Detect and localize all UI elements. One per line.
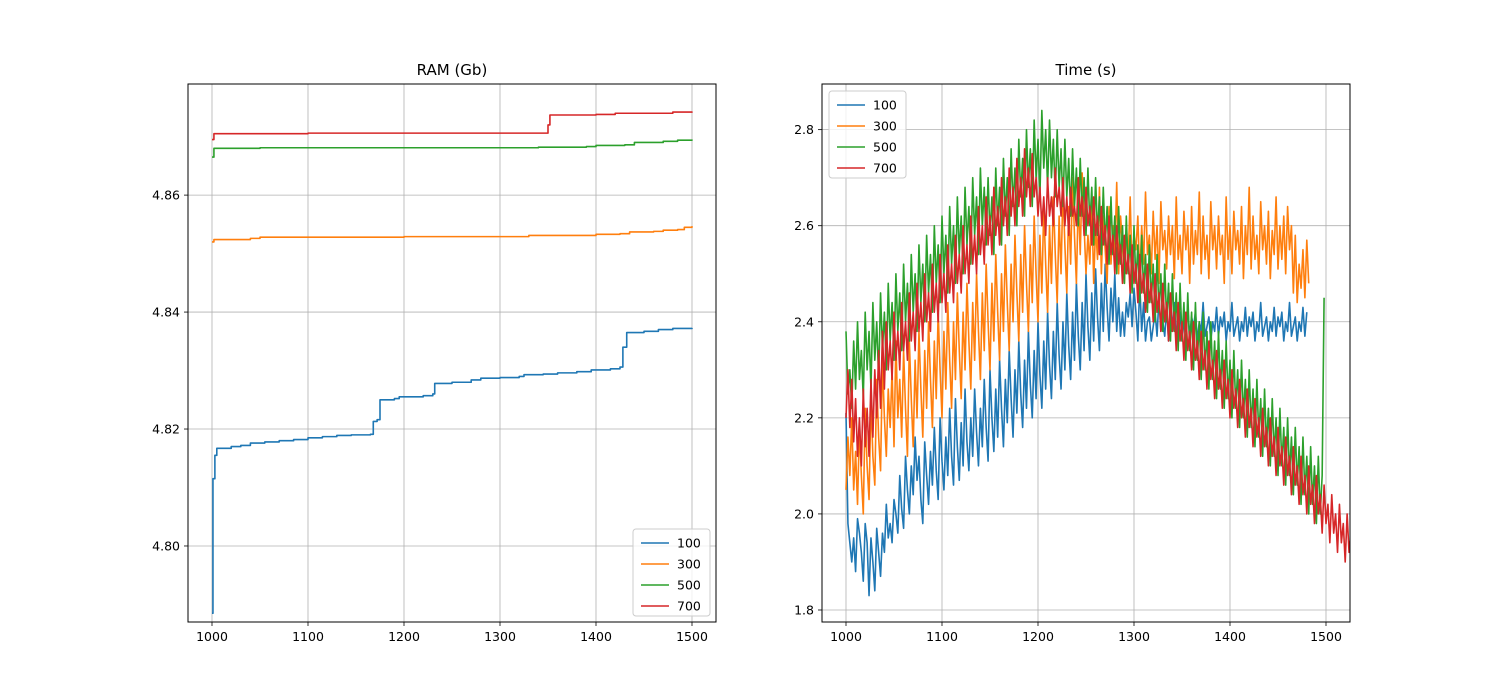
ram-legend-label-700: 700 (677, 599, 701, 614)
time-legend-label-500: 500 (873, 140, 897, 155)
time-y-tick-label: 2.8 (794, 122, 814, 137)
ram-series-500-line (212, 139, 693, 158)
ram-x-tick-label: 1100 (292, 629, 324, 644)
ram-x-tick-label: 1200 (388, 629, 420, 644)
time-y-tick-label: 2.0 (794, 506, 814, 521)
time-x-tick-label: 1200 (1022, 629, 1054, 644)
time-axes-ticks: 1000 1100 1200 1300 1400 1500 1.8 2.0 2.2 2.4 2.6 2… (794, 122, 1342, 644)
time-series-700-line (845, 148, 1350, 563)
ram-y-tick-label: 4.82 (152, 422, 180, 437)
time-series-300-line (845, 172, 1310, 515)
time-y-tick-label: 2.2 (794, 410, 814, 425)
ram-series-300-line (212, 226, 693, 243)
time-x-tick-label: 1100 (926, 629, 958, 644)
ram-y-tick-label: 4.86 (152, 188, 180, 203)
ram-legend-frame (632, 528, 711, 617)
ram-series-100-line (212, 327, 693, 615)
time-legend-label-700: 700 (873, 161, 897, 176)
time-series-layer (845, 109, 1350, 597)
time-subplot: Time (s) 1000 1100 1200 1300 1400 1500 1.8 2.0 2… (794, 61, 1351, 644)
ram-grid (188, 84, 716, 622)
ram-x-tick-label: 1500 (676, 629, 708, 644)
ram-legend-label-500: 500 (677, 578, 701, 593)
time-x-tick-label: 1500 (1310, 629, 1342, 644)
ram-y-tick-label: 4.84 (152, 305, 180, 320)
ram-legend: 100 300 500 700 (632, 528, 711, 617)
ram-legend-label-100: 100 (677, 536, 701, 551)
ram-x-tick-label: 1400 (580, 629, 612, 644)
time-y-tick-label: 2.4 (794, 314, 814, 329)
time-plot-frame (821, 83, 1351, 623)
time-legend-frame (828, 90, 907, 179)
ram-subplot: RAM (Gb) 1000 1100 1200 1300 1400 1500 4.80 4.8… (152, 61, 717, 644)
time-legend-label-300: 300 (873, 119, 897, 134)
ram-series-700-line (212, 111, 693, 141)
ram-plot-frame (187, 83, 717, 623)
time-legend: 100 300 500 700 (828, 90, 907, 179)
ram-y-tick-label: 4.80 (152, 538, 180, 553)
time-x-tick-label: 1300 (1118, 629, 1150, 644)
time-x-tick-label: 1400 (1214, 629, 1246, 644)
time-legend-label-100: 100 (873, 98, 897, 113)
ram-x-tick-label: 1000 (196, 629, 228, 644)
time-y-tick-label: 1.8 (794, 602, 814, 617)
ram-legend-label-300: 300 (677, 557, 701, 572)
time-x-tick-label: 1000 (830, 629, 862, 644)
ram-series-layer (212, 111, 693, 615)
ram-axes-ticks: 1000 1100 1200 1300 1400 1500 4.80 4.82 4.84 4.86 (152, 188, 708, 644)
ram-x-tick-label: 1300 (484, 629, 516, 644)
ram-subplot-title: RAM (Gb) (417, 61, 488, 79)
time-y-tick-label: 2.6 (794, 218, 814, 233)
time-subplot-title: Time (s) (1055, 61, 1117, 79)
